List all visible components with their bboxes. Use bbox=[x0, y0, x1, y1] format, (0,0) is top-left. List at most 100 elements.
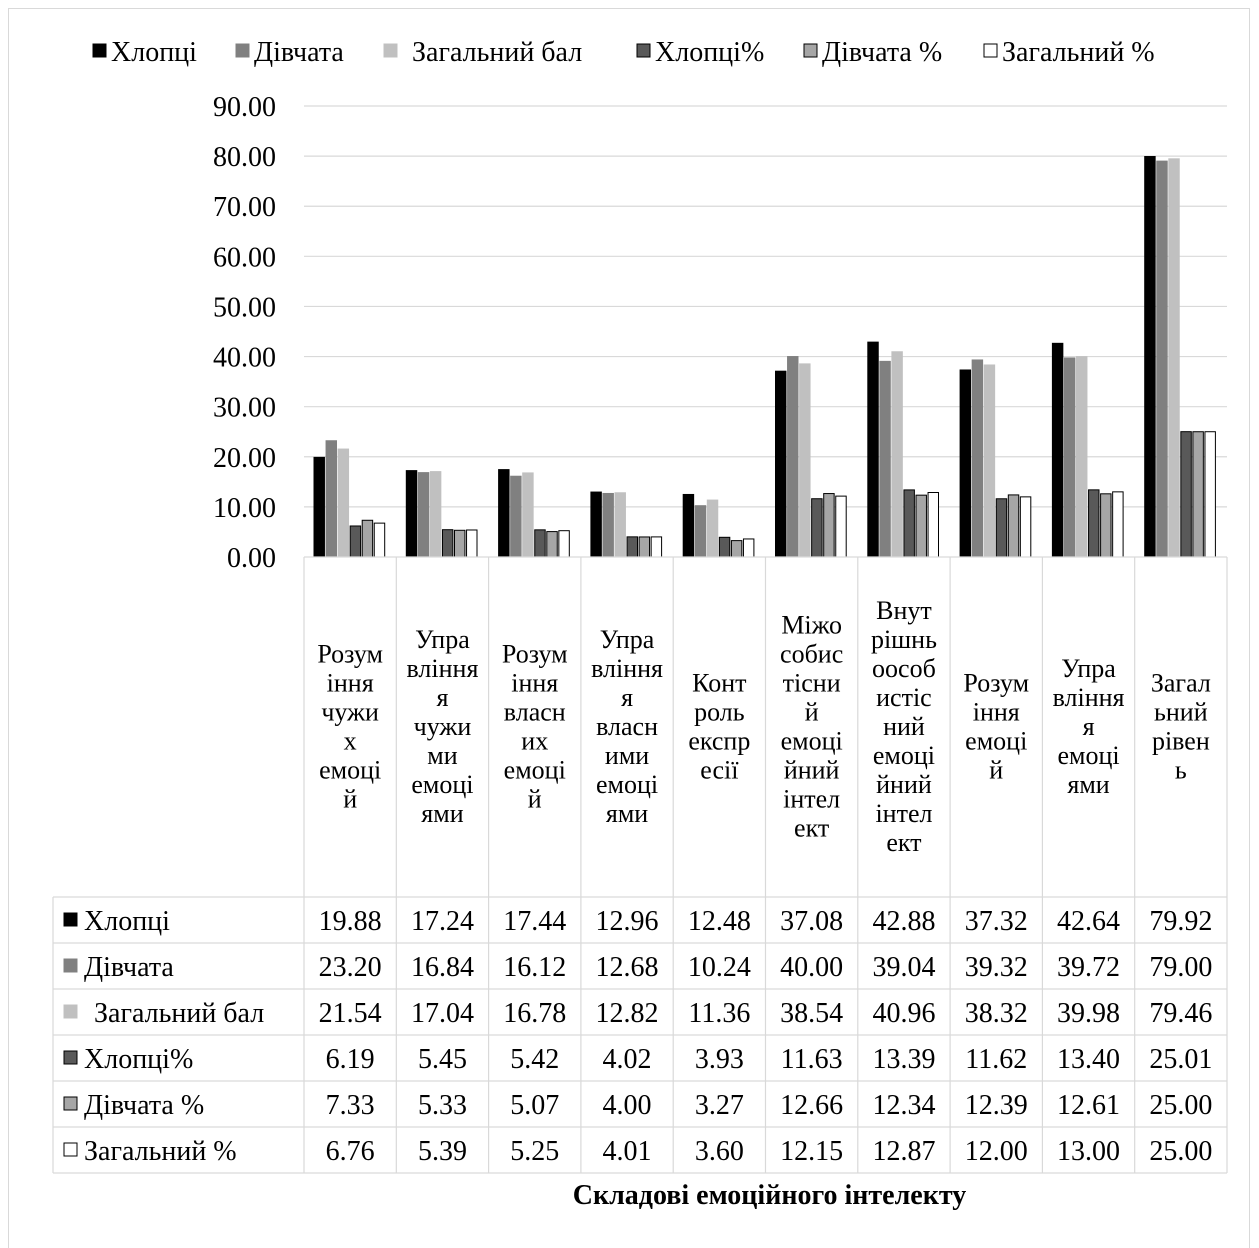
row-label: Хлопці% bbox=[84, 1044, 193, 1075]
bar bbox=[995, 498, 1008, 558]
bar bbox=[454, 529, 466, 558]
legend-label: Загальний % bbox=[1002, 37, 1155, 68]
bar bbox=[1100, 493, 1112, 558]
data-label: 38.54 bbox=[780, 998, 843, 1029]
bar bbox=[325, 440, 337, 558]
bar bbox=[1063, 357, 1076, 558]
data-label: 5.33 bbox=[418, 1090, 467, 1121]
data-label: 79.46 bbox=[1149, 998, 1212, 1029]
bar bbox=[441, 529, 454, 558]
data-label: 12.00 bbox=[965, 1136, 1028, 1167]
bar bbox=[337, 448, 350, 558]
y-tick-label: 30.00 bbox=[213, 393, 276, 424]
bar bbox=[730, 540, 743, 558]
bar bbox=[1192, 431, 1204, 558]
legend-label: Хлопці bbox=[111, 37, 197, 68]
bar bbox=[706, 499, 719, 558]
legend-label: Хлопці% bbox=[655, 37, 764, 68]
legend-label: Дівчата % bbox=[822, 37, 942, 68]
bar bbox=[614, 492, 626, 558]
data-label: 6.76 bbox=[326, 1136, 375, 1167]
data-label: 12.48 bbox=[688, 906, 751, 937]
data-label: 6.19 bbox=[326, 1044, 375, 1075]
bar bbox=[718, 536, 731, 558]
bar bbox=[405, 470, 418, 558]
bar bbox=[971, 359, 984, 558]
bar bbox=[466, 529, 478, 558]
data-label: 38.32 bbox=[965, 998, 1028, 1029]
y-tick-label: 90.00 bbox=[213, 92, 276, 123]
bar bbox=[650, 536, 663, 558]
bar bbox=[638, 536, 651, 558]
y-tick-label: 0.00 bbox=[227, 543, 276, 574]
legend-label: Дівчата bbox=[254, 37, 344, 68]
data-label: 12.39 bbox=[965, 1090, 1028, 1121]
row-legend-key bbox=[63, 1096, 78, 1111]
data-label: 16.12 bbox=[503, 952, 566, 983]
y-tick-label: 80.00 bbox=[213, 142, 276, 173]
row-legend-key bbox=[63, 1050, 78, 1065]
data-label: 37.08 bbox=[780, 906, 843, 937]
bar bbox=[775, 370, 787, 558]
data-label: 25.01 bbox=[1149, 1044, 1212, 1075]
data-label: 12.68 bbox=[596, 952, 659, 983]
y-tick-label: 10.00 bbox=[213, 493, 276, 524]
bar bbox=[903, 489, 915, 558]
y-tick-label: 70.00 bbox=[213, 192, 276, 223]
data-label: 37.32 bbox=[965, 906, 1028, 937]
data-label: 17.04 bbox=[411, 998, 474, 1029]
data-label: 19.88 bbox=[319, 906, 382, 937]
category-label: Розум іння власн их емоці й bbox=[502, 640, 568, 814]
data-label: 4.00 bbox=[603, 1090, 652, 1121]
row-legend-key bbox=[63, 1142, 78, 1157]
bar bbox=[429, 471, 442, 558]
category-label: Розум іння емоці й bbox=[963, 669, 1029, 785]
legend-key bbox=[636, 43, 651, 58]
bar bbox=[682, 493, 695, 558]
data-label: 5.25 bbox=[510, 1136, 559, 1167]
data-label: 13.39 bbox=[872, 1044, 935, 1075]
bar bbox=[558, 530, 570, 558]
bar bbox=[349, 525, 362, 558]
bar bbox=[879, 360, 891, 558]
bar bbox=[811, 498, 823, 558]
bar bbox=[787, 356, 799, 558]
data-label: 39.98 bbox=[1057, 998, 1120, 1029]
y-tick-label: 60.00 bbox=[213, 242, 276, 273]
data-label: 21.54 bbox=[319, 998, 382, 1029]
data-label: 42.88 bbox=[872, 906, 935, 937]
bar bbox=[1204, 431, 1216, 558]
category-label: Конт роль експр есії bbox=[688, 669, 750, 785]
bar bbox=[823, 493, 835, 558]
bar bbox=[546, 531, 558, 558]
bar bbox=[694, 505, 707, 558]
y-tick-label: 20.00 bbox=[213, 443, 276, 474]
data-label: 40.00 bbox=[780, 952, 843, 983]
bar bbox=[1007, 494, 1020, 558]
data-label: 42.64 bbox=[1057, 906, 1120, 937]
bar bbox=[1088, 489, 1100, 558]
bar bbox=[1076, 356, 1088, 558]
row-label: Дівчата bbox=[84, 952, 174, 983]
bar bbox=[590, 491, 602, 558]
data-label: 4.02 bbox=[603, 1044, 652, 1075]
bar bbox=[522, 472, 534, 558]
row-label: Загальний % bbox=[84, 1136, 237, 1167]
bar bbox=[626, 536, 638, 558]
bar bbox=[498, 469, 510, 558]
bar bbox=[1051, 342, 1064, 558]
row-label: Дівчата % bbox=[84, 1090, 204, 1121]
data-label: 12.96 bbox=[596, 906, 659, 937]
bar bbox=[534, 529, 546, 558]
row-legend-key bbox=[63, 1004, 78, 1019]
data-label: 4.01 bbox=[603, 1136, 652, 1167]
data-label: 39.04 bbox=[872, 952, 935, 983]
bar bbox=[1144, 156, 1156, 558]
bar bbox=[835, 495, 847, 558]
bar bbox=[417, 472, 430, 558]
data-label: 5.39 bbox=[418, 1136, 467, 1167]
y-tick-label: 50.00 bbox=[213, 292, 276, 323]
bar bbox=[959, 369, 972, 558]
data-label: 40.96 bbox=[872, 998, 935, 1029]
bar bbox=[1019, 496, 1032, 558]
